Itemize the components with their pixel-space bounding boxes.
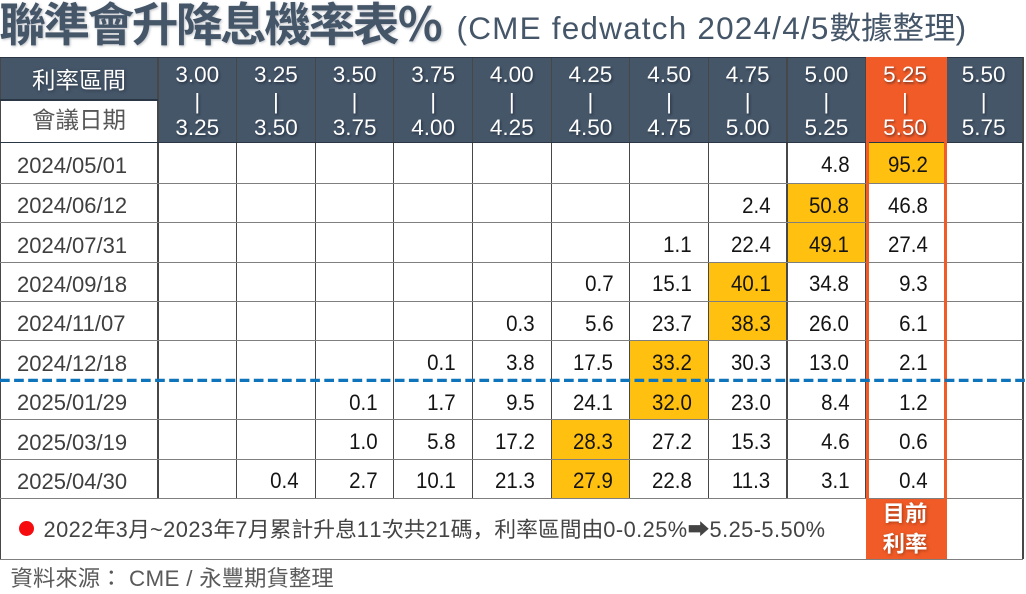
svg-text:(CME fedwatch 2024/4/5: (CME fedwatch 2024/4/5 (457, 10, 830, 46)
svg-text:3: 3 (116, 517, 129, 542)
svg-text:0-0.25%: 0-0.25% (603, 517, 687, 542)
svg-text:2022: 2022 (44, 517, 94, 542)
svg-text:7: 7 (235, 517, 248, 542)
svg-text:~2023: ~2023 (150, 517, 213, 542)
svg-text:5.25-5.50%: 5.25-5.50% (710, 517, 826, 542)
svg-text:11: 11 (357, 517, 382, 542)
svg-text:CME /: CME / (123, 566, 200, 591)
svg-text:): ) (956, 10, 968, 46)
svg-text:21: 21 (426, 517, 451, 542)
